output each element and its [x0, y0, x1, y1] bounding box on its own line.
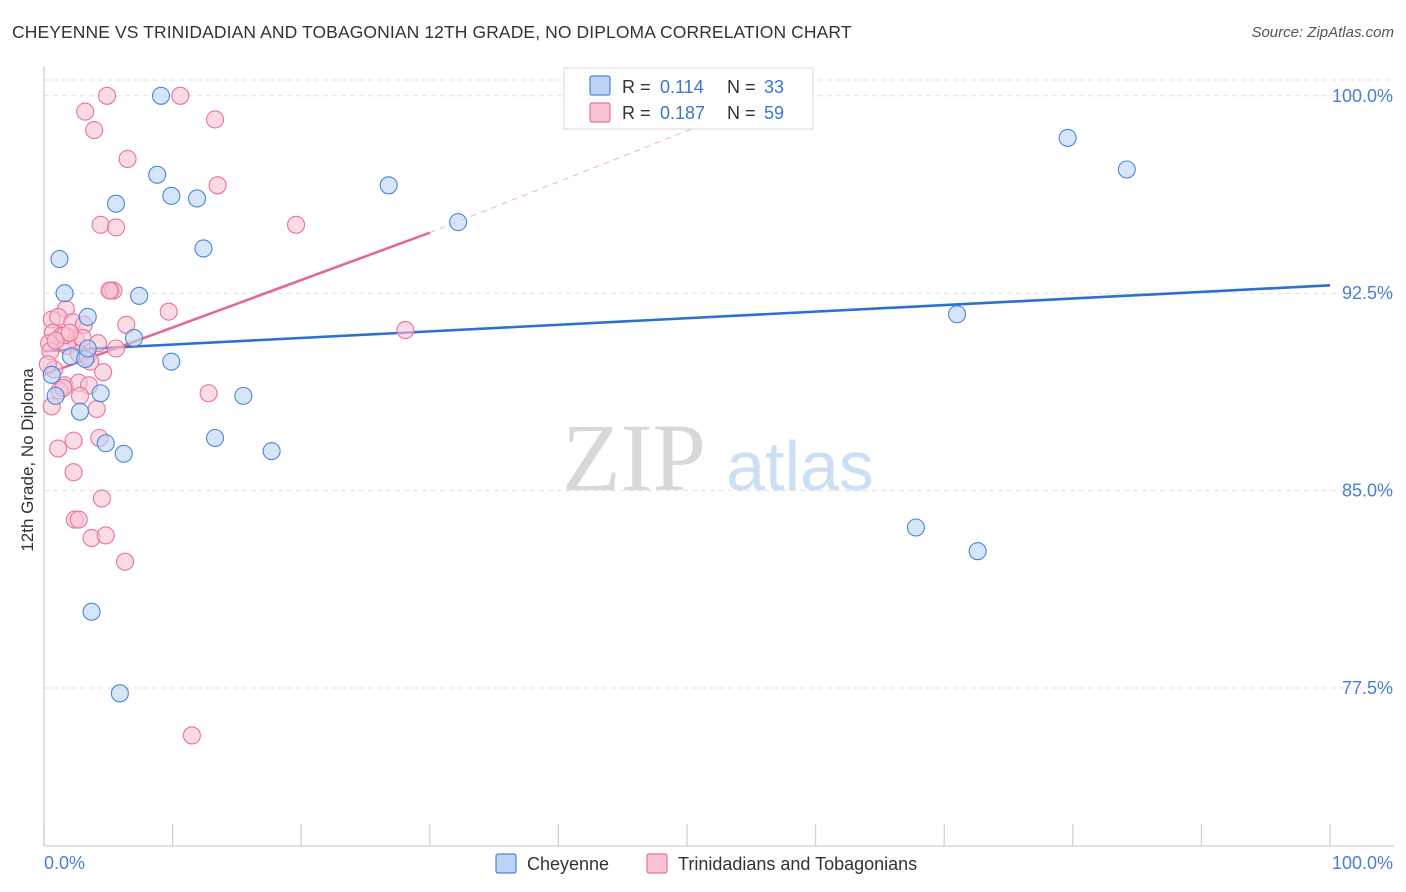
point-cheyenne	[449, 213, 468, 232]
point-trinidadians	[199, 384, 218, 403]
point-cheyenne	[114, 444, 133, 463]
series-legend-swatch-trinidadians	[646, 853, 668, 874]
point-cheyenne	[55, 284, 74, 303]
data-points	[38, 86, 1136, 745]
point-cheyenne	[151, 86, 171, 105]
x-tick-label: 100.0%	[1332, 853, 1393, 873]
point-trinidadians	[396, 321, 415, 340]
point-trinidadians	[60, 323, 79, 342]
point-cheyenne	[194, 239, 213, 258]
series-legend: Cheyenne Trinidadians and Tobagonians	[495, 853, 917, 874]
point-trinidadians	[159, 302, 178, 321]
y-axis-label: 12th Grade, No Diploma	[18, 368, 37, 552]
point-trinidadians	[115, 552, 135, 571]
y-tick-labels: 100.0% 92.5% 85.0% 77.5%	[1332, 86, 1393, 698]
source-credit: Source: ZipAtlas.com	[1251, 24, 1394, 41]
point-trinidadians	[118, 149, 137, 169]
point-trinidadians	[85, 120, 104, 140]
point-cheyenne	[42, 365, 61, 384]
point-trinidadians	[182, 726, 201, 745]
point-trinidadians	[76, 102, 95, 121]
legend-n-label-1: N =	[727, 77, 756, 97]
point-trinidadians	[69, 510, 88, 529]
point-trinidadians	[94, 363, 113, 382]
point-trinidadians	[106, 339, 126, 358]
legend-n-label-2: N =	[727, 103, 756, 123]
trend-line-cheyenne	[43, 284, 1331, 353]
point-cheyenne	[50, 249, 69, 269]
point-cheyenne	[110, 684, 129, 703]
point-trinidadians	[87, 399, 106, 419]
point-trinidadians	[208, 176, 227, 195]
point-trinidadians	[46, 331, 65, 350]
series-legend-label-trinidadians: Trinidadians and Tobagonians	[678, 854, 917, 874]
point-cheyenne	[262, 442, 281, 461]
legend-r-value-2: 0.187	[660, 103, 705, 123]
watermark-zip: ZIP	[562, 404, 706, 511]
series-legend-swatch-cheyenne	[495, 853, 517, 874]
point-trinidadians	[49, 439, 68, 458]
correlation-legend: R = 0.114 N = 33 R = 0.187 N = 59	[563, 67, 814, 130]
legend-n-value-2: 59	[764, 103, 784, 123]
x-tick-labels: 0.0% 100.0%	[44, 853, 1393, 873]
grid-lines	[44, 79, 1392, 689]
point-trinidadians	[287, 215, 306, 234]
point-cheyenne	[106, 194, 126, 213]
point-trinidadians	[64, 463, 83, 482]
point-cheyenne	[379, 176, 398, 195]
point-cheyenne	[948, 305, 967, 324]
point-cheyenne	[162, 186, 181, 205]
point-cheyenne	[968, 542, 987, 561]
legend-r-value-1: 0.114	[660, 77, 704, 97]
legend-r-label-1: R =	[622, 77, 651, 97]
point-cheyenne	[162, 352, 181, 371]
watermark: ZIP atlas	[562, 404, 874, 511]
point-cheyenne	[234, 386, 253, 405]
watermark-atlas: atlas	[726, 427, 874, 505]
point-cheyenne	[82, 602, 101, 621]
point-trinidadians	[96, 526, 115, 545]
point-cheyenne	[46, 386, 65, 405]
chart-title: CHEYENNE VS TRINIDADIAN AND TOBAGONIAN 1…	[12, 22, 852, 42]
point-trinidadians	[100, 281, 119, 300]
trend-line-trinidadians	[43, 231, 431, 377]
point-cheyenne	[187, 189, 207, 208]
y-tick-label: 85.0%	[1342, 481, 1393, 501]
point-trinidadians	[70, 386, 90, 405]
point-trinidadians	[64, 431, 83, 450]
axes	[43, 66, 1394, 847]
point-trinidadians	[171, 86, 190, 105]
point-trinidadians	[106, 218, 126, 237]
y-tick-label: 77.5%	[1342, 678, 1393, 698]
point-cheyenne	[205, 428, 225, 448]
legend-swatch-pink	[589, 102, 611, 123]
x-tick-label: 0.0%	[44, 853, 85, 873]
point-cheyenne	[70, 402, 90, 421]
point-cheyenne	[130, 286, 149, 305]
point-cheyenne	[91, 384, 110, 403]
point-cheyenne	[124, 328, 144, 348]
point-cheyenne	[906, 518, 925, 537]
point-trinidadians	[92, 489, 111, 508]
legend-swatch-blue	[589, 75, 611, 96]
point-trinidadians	[91, 215, 110, 234]
point-cheyenne	[1058, 128, 1077, 147]
point-cheyenne	[78, 307, 97, 326]
y-tick-label: 92.5%	[1342, 283, 1393, 303]
point-cheyenne	[148, 165, 167, 184]
y-tick-label: 100.0%	[1332, 86, 1393, 106]
point-trinidadians	[97, 86, 117, 105]
point-cheyenne	[96, 434, 115, 453]
legend-n-value-1: 33	[764, 77, 784, 97]
series-legend-label-cheyenne: Cheyenne	[527, 854, 609, 874]
point-trinidadians	[205, 110, 225, 129]
point-cheyenne	[78, 339, 97, 358]
point-cheyenne	[1117, 160, 1136, 179]
legend-r-label-2: R =	[622, 103, 651, 123]
